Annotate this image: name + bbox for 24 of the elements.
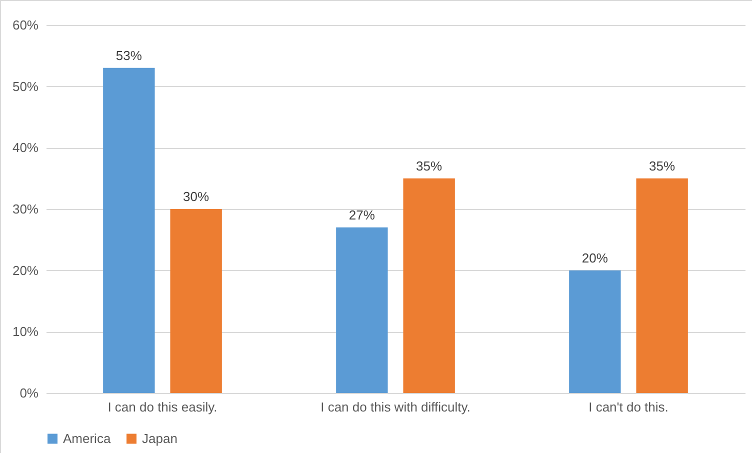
y-tick-label: 0% xyxy=(20,386,39,400)
bar xyxy=(569,270,621,393)
y-tick-label: 20% xyxy=(12,262,39,278)
legend-label: Japan xyxy=(142,430,178,446)
data-label: 30% xyxy=(183,189,210,204)
y-tick-label: 30% xyxy=(12,202,39,216)
data-label: 35% xyxy=(649,158,676,174)
y-tick-label: 40% xyxy=(12,140,39,156)
y-tick-label: 60% xyxy=(12,18,39,32)
data-label: 27% xyxy=(348,207,376,222)
bar xyxy=(403,178,455,393)
y-tick-label: 10% xyxy=(12,324,39,340)
data-label: 20% xyxy=(582,250,608,266)
y-tick-label: 50% xyxy=(12,78,39,94)
bar xyxy=(336,227,388,393)
legend-label: America xyxy=(63,430,112,446)
bar xyxy=(103,68,155,393)
bar xyxy=(636,178,688,393)
x-tick-label: I can't do this. xyxy=(588,400,668,414)
x-tick-label: I can do this easily. xyxy=(108,400,218,414)
bar xyxy=(170,209,222,393)
x-tick-label: I can do this with difficulty. xyxy=(320,400,470,414)
data-label: 35% xyxy=(416,158,443,174)
data-label: 53% xyxy=(116,48,142,63)
